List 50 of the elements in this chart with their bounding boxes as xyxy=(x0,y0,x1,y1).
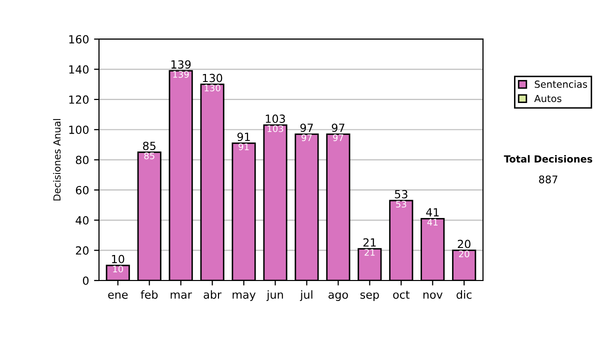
total-label: 53 xyxy=(394,190,408,198)
data-label: 21 xyxy=(364,248,375,256)
y-tick-label: 20 xyxy=(76,246,89,255)
y-tick-label: 0 xyxy=(82,276,89,285)
x-tick-label: mar xyxy=(170,292,192,299)
text: 887 xyxy=(539,175,558,184)
data-label: 103 xyxy=(268,125,284,132)
data-label: 139 xyxy=(173,70,189,78)
data-label: 53 xyxy=(396,200,406,208)
data-label: 20 xyxy=(459,250,470,258)
x-tick-label: dic xyxy=(456,290,472,299)
total-label: 20 xyxy=(458,240,470,248)
total-label: 21 xyxy=(363,238,376,247)
text: Total Decisiones xyxy=(504,155,592,163)
total-label: 130 xyxy=(202,74,222,82)
data-label: 91 xyxy=(238,143,249,150)
y-tick-label: 40 xyxy=(76,216,89,225)
y-tick-label: 100 xyxy=(69,126,89,134)
total-label: 97 xyxy=(332,124,344,132)
legend-label: Sentencias xyxy=(534,80,588,88)
x-tick-label: sep xyxy=(360,292,379,301)
x-tick-label: jun xyxy=(266,290,283,301)
x-tick-label: ago xyxy=(328,292,348,301)
data-label: 97 xyxy=(333,134,344,142)
y-tick-label: 80 xyxy=(76,156,89,164)
x-tick-label: jul xyxy=(300,290,312,301)
total-label: 103 xyxy=(266,114,285,123)
data-label: 85 xyxy=(144,152,154,160)
legend-label: Autos xyxy=(534,94,562,102)
data-label: 97 xyxy=(302,134,312,142)
data-label: 10 xyxy=(113,266,124,272)
total-label: 41 xyxy=(426,208,439,216)
y-tick-label: 160 xyxy=(69,35,89,44)
x-tick-label: abr xyxy=(204,290,222,299)
x-tick-label: may xyxy=(232,292,256,301)
total-label: 97 xyxy=(300,124,313,132)
x-tick-label: oct xyxy=(393,290,410,299)
y-axis-title: Decisiones Anual xyxy=(53,119,61,200)
y-tick-label: 120 xyxy=(69,95,89,104)
x-tick-label: feb xyxy=(140,290,158,299)
data-label: 130 xyxy=(204,84,220,92)
data-label: 41 xyxy=(427,218,438,226)
x-tick-label: nov xyxy=(423,292,443,299)
y-tick-label: 140 xyxy=(69,65,89,74)
total-label: 10 xyxy=(112,254,124,264)
total-label: 139 xyxy=(171,60,191,69)
total-label: 91 xyxy=(237,132,250,142)
total-label: 85 xyxy=(143,142,156,150)
x-tick-label: ene xyxy=(108,292,128,299)
y-tick-label: 60 xyxy=(76,186,89,194)
